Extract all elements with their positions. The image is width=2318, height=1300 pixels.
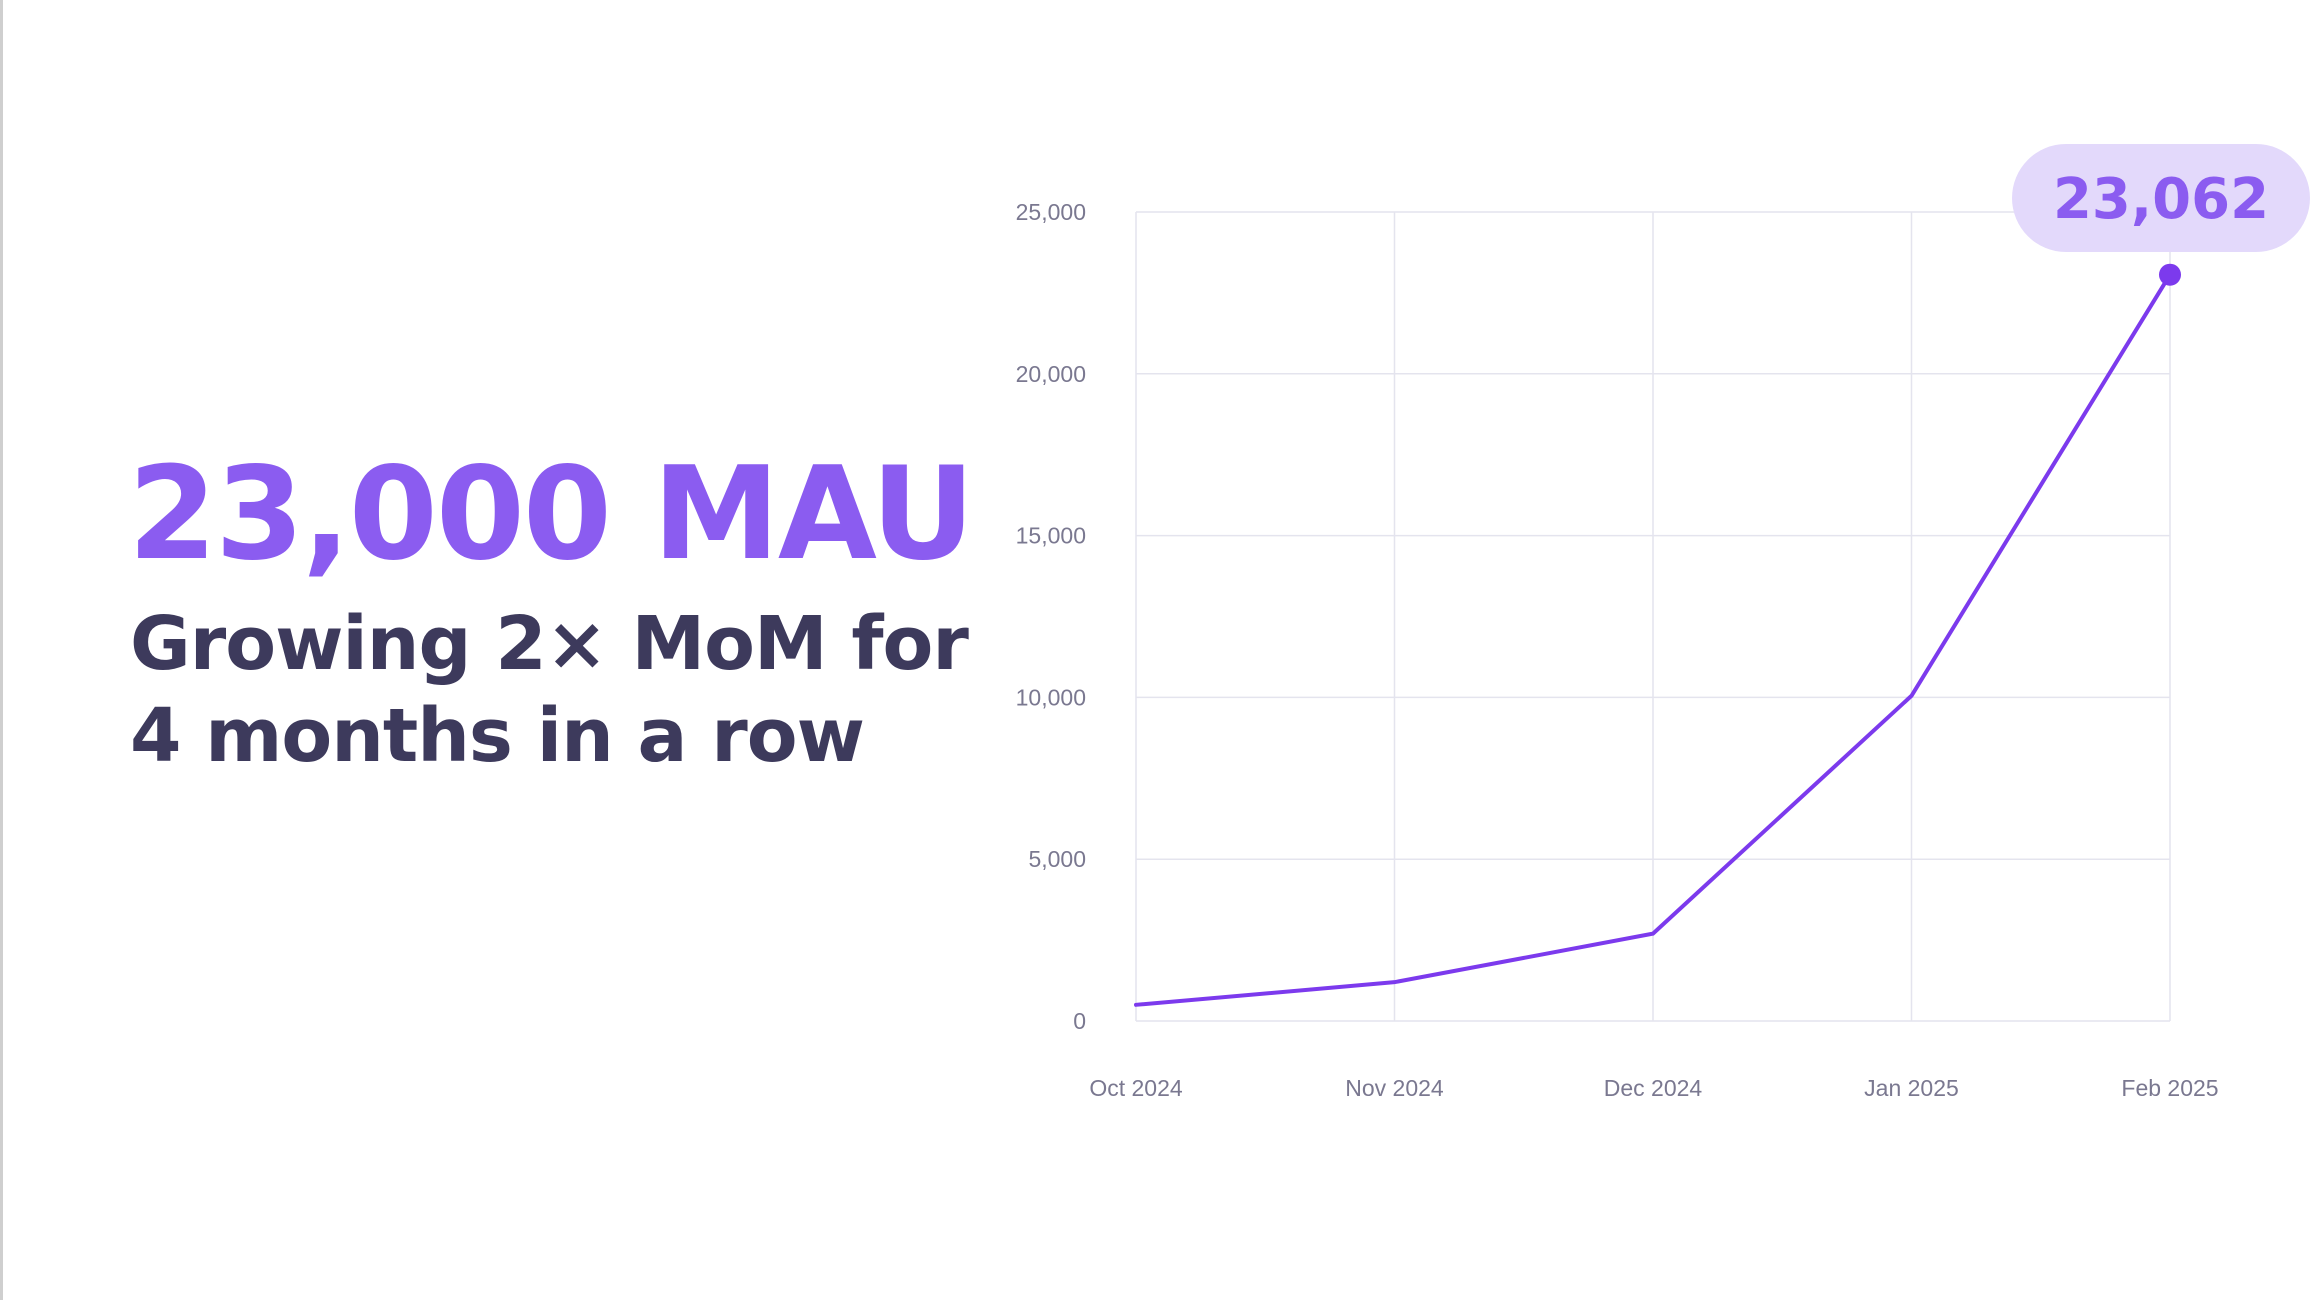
callout-bubble (2012, 144, 2310, 252)
y-tick-label: 25,000 (1016, 199, 1086, 225)
subheadline-line-2: 4 months in a row (130, 693, 865, 779)
callout-value: 23,062 (2053, 167, 2269, 232)
headline-mau: 23,000 MAU (128, 440, 975, 589)
y-tick-label: 5,000 (1028, 846, 1086, 872)
series-line (1134, 272, 2172, 1007)
y-tick-label: 20,000 (1016, 361, 1086, 387)
x-tick-label: Feb 2025 (2121, 1075, 2218, 1101)
subheadline-line-1: Growing 2× MoM for (130, 601, 969, 687)
x-tick-label: Jan 2025 (1864, 1075, 1959, 1101)
data-point-latest (2159, 263, 2181, 286)
x-tick-label: Nov 2024 (1345, 1075, 1444, 1101)
left-edge-border (0, 0, 3, 1300)
y-tick-label: 15,000 (1016, 523, 1086, 549)
subheadline: Growing 2× MoM for 4 months in a row (130, 598, 969, 782)
y-tick-label: 0 (1073, 1008, 1086, 1034)
x-tick-label: Oct 2024 (1089, 1075, 1183, 1101)
x-tick-label: Dec 2024 (1604, 1075, 1703, 1101)
y-tick-label: 10,000 (1016, 684, 1086, 710)
